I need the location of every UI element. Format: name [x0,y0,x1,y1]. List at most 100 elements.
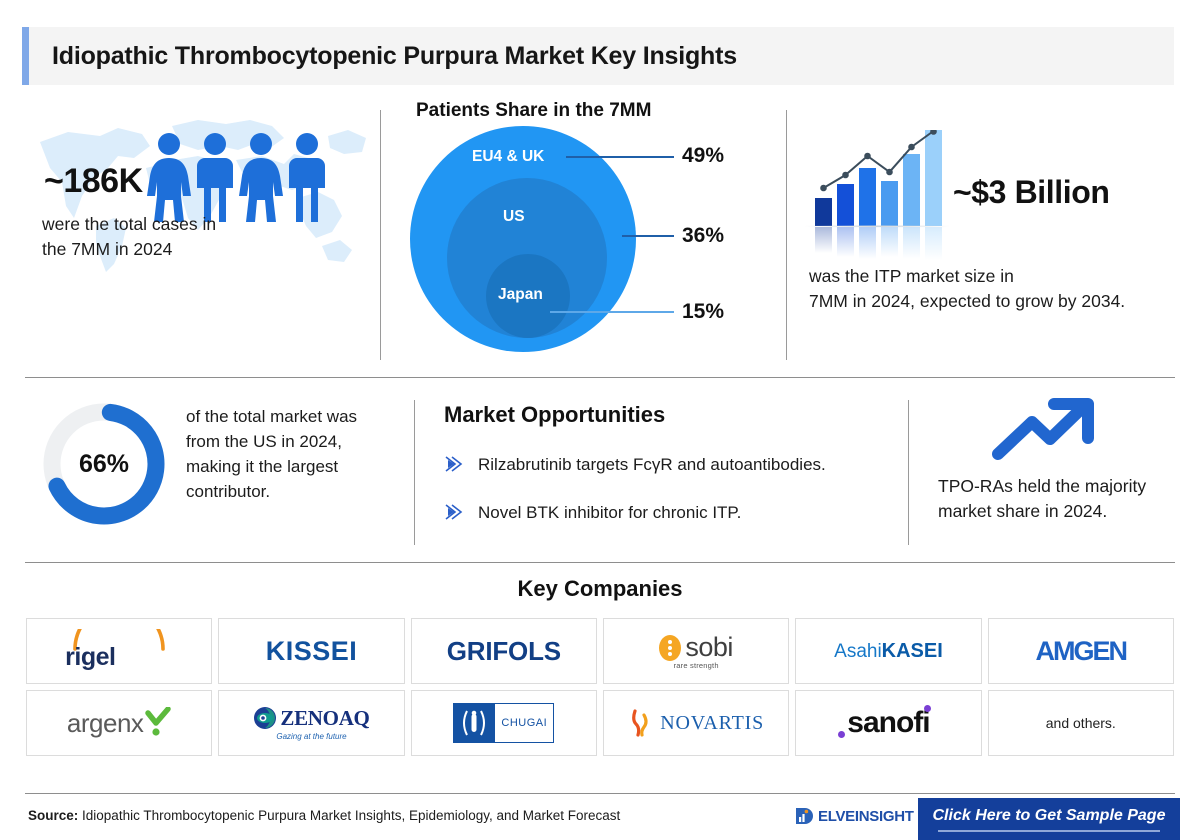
logo-cell-novartis[interactable]: NOVARTIS [602,690,790,756]
us-share-caption-line3: making it the largest [186,457,339,477]
logo-cell-kissei[interactable]: KISSEI [218,618,405,684]
vertical-divider-4 [908,400,909,545]
cta-underline [938,829,1160,832]
horizontal-divider-1 [25,377,1175,378]
us-share-caption-line4: contributor. [186,482,271,502]
logo-cell-sanofi[interactable]: sanofi [795,690,982,756]
horizontal-divider-2 [25,562,1175,563]
rigel-logo-text: rigel [65,643,116,671]
tpo-panel: TPO-RAs held the majority market share i… [930,392,1192,550]
nested-circles-chart: EU4 & UK US Japan [410,126,650,352]
zenoaq-logo-text: ZENOAQ [280,705,370,730]
novartis-logo: NOVARTIS [628,708,764,738]
kasei-logo-text: KASEI [881,639,943,662]
delveinsight-logo-text: ELVEINSIGHT [818,807,914,825]
logo-cell-sobi[interactable]: sobi rare strength [602,618,790,684]
delveinsight-logo: ELVEINSIGHT [795,806,914,826]
source-label: Source: [28,808,79,823]
page-header: Idiopathic Thrombocytopenic Purpura Mark… [22,27,1174,85]
leader-line-japan [550,311,674,313]
sobi-logo-tagline: rare strength [673,661,719,670]
zenoaq-mark-icon [254,707,277,729]
bar-line-chart-icon [805,130,950,260]
sanofi-logo: sanofi [838,705,931,740]
share-value-eu4-uk: 49% [682,144,725,167]
opportunity-text: Novel BTK inhibitor for chronic ITP. [478,503,742,522]
header-accent-bar [22,27,29,85]
rigel-logo: rigel [59,629,179,673]
market-size-caption-line1: was the ITP market size in [809,266,1014,286]
opportunity-item: Novel BTK inhibitor for chronic ITP. [444,502,910,524]
key-companies-grid: rigel KISSEI GRIFOLS sobi rare stren [26,618,1174,762]
novartis-logo-text: NOVARTIS [660,711,765,734]
sanofi-logo-text: sanofi [847,706,930,739]
total-cases-caption-line2: the 7MM in 2024 [42,239,173,260]
footer-divider [25,793,1175,794]
share-value-us: 36% [682,224,725,247]
chugai-logo-text: CHUGAI [495,703,555,743]
kissei-logo-text: KISSEI [265,635,358,666]
asahi-logo-text: Asahi [834,640,882,662]
people-group-icon [147,132,327,224]
us-share-panel: 66% of the total market was from the US … [22,392,412,550]
source-note: Source: Idiopathic Thrombocytopenic Purp… [28,808,620,823]
opportunity-item: Rilzabrutinib targets FcγR and autoantib… [444,454,910,476]
grifols-logo-text: GRIFOLS [446,635,561,666]
logo-cell-asahi-kasei[interactable]: AsahiKASEI [795,618,982,684]
key-companies-title: Key Companies [517,576,683,601]
top-stats-row: ~186K were the total cases in the 7MM in… [0,96,1200,366]
patients-share-title: Patients Share in the 7MM [416,100,652,121]
get-sample-page-label: Click Here to Get Sample Page [932,806,1166,824]
tpo-caption-line1: TPO-RAs held the majority [938,476,1147,496]
tpo-caption-line2: market share in 2024. [938,501,1108,522]
logo-cell-amgen[interactable]: AMGEN [987,618,1174,684]
logo-cell-argenx[interactable]: argenx [26,690,213,756]
vertical-divider-3 [414,400,415,545]
us-share-caption: of the total market was from the US in 2… [186,404,401,505]
vertical-divider-2 [786,110,787,360]
page-title: Idiopathic Thrombocytopenic Purpura Mark… [52,41,737,70]
vertical-divider-1 [380,110,381,360]
logo-cell-grifols[interactable]: GRIFOLS [410,618,597,684]
market-opportunities-title: Market Opportunities [444,402,666,427]
get-sample-page-button[interactable]: Click Here to Get Sample Page [918,798,1180,840]
total-cases-value: ~186K [44,162,143,200]
source-text: Idiopathic Thrombocytopenic Purpura Mark… [82,808,621,823]
amgen-logo-text: AMGEN [1035,635,1128,666]
argenx-logo-text: argenx [66,707,144,738]
insights-row: 66% of the total market was from the US … [0,392,1200,552]
epidemiology-panel: ~186K were the total cases in the 7MM in… [22,104,377,354]
leader-line-eu4-uk [566,156,674,158]
chevron-double-right-icon [445,456,463,472]
market-size-caption: was the ITP market size in 7MM in 2024, … [809,264,1200,315]
logo-cell-rigel[interactable]: rigel [26,618,213,684]
total-cases-caption-line1: were the total cases in [42,214,217,234]
sanofi-dot-left-icon [838,731,846,738]
market-size-panel: ~$3 Billion was the ITP market size in 7… [805,96,1195,362]
argenx-check-icon [145,707,172,736]
logo-row-1: rigel KISSEI GRIFOLS sobi rare stren [26,618,1174,684]
share-value-japan: 15% [682,300,725,323]
patients-share-panel: Patients Share in the 7MM EU4 & UK US Ja… [398,96,788,362]
circle-japan [486,254,570,338]
donut-chart-us-share [43,403,165,525]
zenoaq-logo: ZENOAQ Gazing at the future [253,705,370,741]
asahi-kasei-logo: AsahiKASEI [834,640,943,663]
market-size-value: ~$3 Billion [953,174,1110,210]
chugai-mark-icon [453,703,496,743]
logo-cell-chugai[interactable]: CHUGAI [410,690,597,756]
leader-line-us [622,235,674,237]
and-others-text: and others. [1045,715,1116,731]
logo-cell-zenoaq[interactable]: ZENOAQ Gazing at the future [218,690,405,756]
opportunity-text: Rilzabrutinib targets FcγR and autoantib… [478,455,826,474]
logo-cell-and-others: and others. [987,690,1174,756]
argenx-logo: argenx [67,707,172,739]
tpo-caption: TPO-RAs held the majority market share i… [938,474,1190,525]
us-share-caption-line2: from the US in 2024, [186,432,342,452]
zenoaq-logo-tagline: Gazing at the future [276,731,347,741]
sobi-logo: sobi rare strength [659,632,733,670]
delveinsight-mark-icon [796,808,813,824]
circle-label-us: US [503,208,525,225]
total-cases-caption: were the total cases in the 7MM in 2024 [42,212,362,263]
sobi-logo-text: sobi [685,632,733,662]
